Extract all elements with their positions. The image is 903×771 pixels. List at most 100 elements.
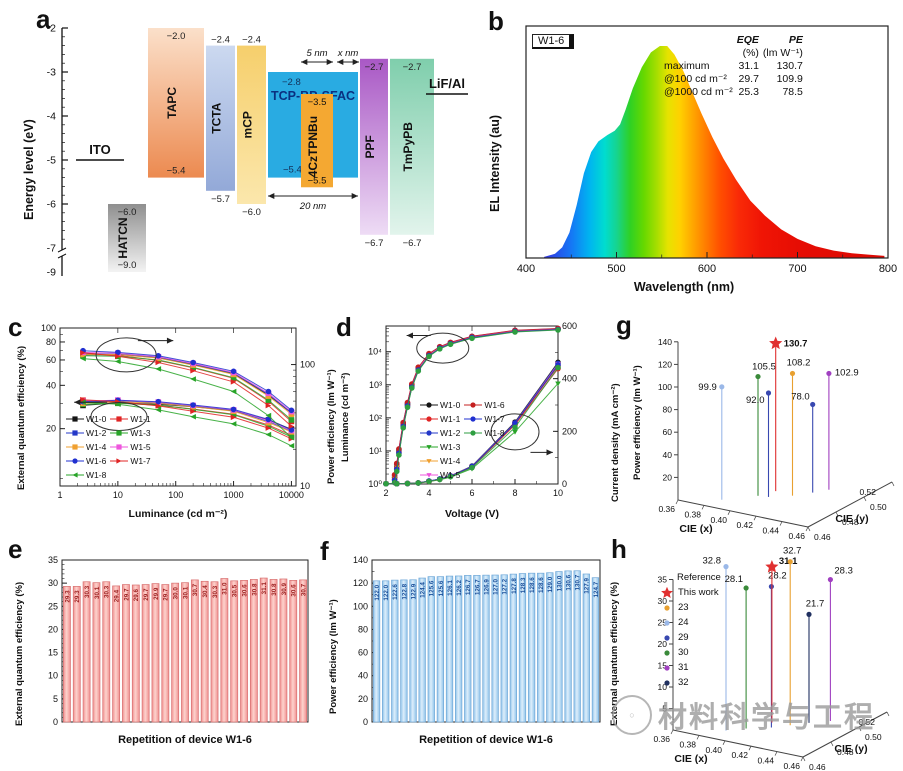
- svg-text:29.4: 29.4: [114, 589, 121, 602]
- bar: [299, 579, 307, 723]
- svg-text:20 nm: 20 nm: [299, 201, 326, 212]
- svg-text:HATCN: HATCN: [116, 217, 130, 258]
- legend-item: W1-0: [66, 412, 106, 426]
- bar: [491, 574, 499, 723]
- legend-item: W1-0: [420, 398, 460, 412]
- svg-text:0.42: 0.42: [731, 750, 748, 760]
- svg-text:1000: 1000: [224, 490, 244, 500]
- legend-item: [464, 468, 504, 482]
- h-reference-legend: Reference This work 23 24 29 30 31 32: [661, 572, 721, 690]
- bar: [279, 578, 288, 723]
- svg-text:122.0: 122.0: [383, 584, 390, 600]
- e-x-axis-label: Repetition of device W1-6: [118, 734, 252, 746]
- svg-text:−2.4: −2.4: [242, 35, 261, 46]
- svg-text:10³: 10³: [369, 380, 382, 390]
- legend-item: W1-4: [420, 454, 460, 468]
- legend-item: W1-6: [464, 398, 505, 412]
- svg-text:80: 80: [46, 337, 56, 347]
- svg-text:29.9: 29.9: [153, 587, 160, 600]
- svg-text:20: 20: [658, 639, 668, 649]
- panel-eqe-repetition-bars: e External quantum efficiency (%) Repeti…: [4, 536, 318, 768]
- svg-text:100: 100: [658, 382, 672, 392]
- bar: [151, 583, 160, 723]
- svg-text:30.6: 30.6: [241, 584, 248, 597]
- bar: [112, 585, 121, 723]
- legend-item: W1-3: [110, 426, 151, 440]
- svg-text:TAPC: TAPC: [165, 87, 179, 119]
- svg-text:−2.7: −2.7: [365, 62, 384, 73]
- bar: [102, 581, 111, 723]
- svg-text:140: 140: [353, 555, 368, 565]
- legend-item: W1-8: [464, 426, 505, 440]
- svg-text:30.8: 30.8: [271, 583, 278, 596]
- bar: [181, 582, 189, 723]
- svg-text:126.7: 126.7: [474, 579, 481, 595]
- svg-text:−2.4: −2.4: [211, 35, 230, 46]
- svg-text:99.9: 99.9: [698, 382, 717, 393]
- svg-text:15: 15: [48, 648, 58, 658]
- svg-text:0.50: 0.50: [865, 732, 882, 742]
- svg-text:10: 10: [48, 671, 58, 681]
- panel-g-label: g: [616, 310, 632, 340]
- bar: [249, 579, 258, 723]
- layer-mCP: mCP −2.4 −6.0: [241, 35, 261, 218]
- svg-text:700: 700: [788, 263, 806, 275]
- svg-text:−5.5: −5.5: [308, 175, 327, 186]
- d-y-left-label: Luminance (cd m⁻²): [340, 372, 351, 462]
- bar: [210, 581, 219, 723]
- svg-text:0.46: 0.46: [809, 762, 826, 771]
- legend-item: [464, 454, 504, 468]
- svg-text:20: 20: [48, 624, 58, 634]
- bar: [171, 582, 180, 723]
- bar: [427, 576, 435, 723]
- svg-text:100: 100: [300, 360, 315, 370]
- svg-text:600: 600: [562, 321, 577, 331]
- table-unit-pe: (lm W⁻¹): [762, 47, 803, 59]
- svg-text:10: 10: [553, 488, 563, 498]
- h-legend-title: Reference: [677, 572, 721, 583]
- svg-text:127.9: 127.9: [584, 578, 591, 594]
- svg-text:20: 20: [663, 472, 673, 482]
- svg-text:30.8: 30.8: [251, 583, 258, 596]
- svg-text:128.3: 128.3: [520, 577, 527, 593]
- svg-text:800: 800: [879, 263, 897, 275]
- svg-text:TmPyPB: TmPyPB: [401, 122, 415, 172]
- svg-text:−6.0: −6.0: [118, 207, 137, 218]
- legend-item: W1-2: [420, 426, 460, 440]
- svg-text:0.50: 0.50: [870, 502, 887, 512]
- svg-text:0.46: 0.46: [783, 761, 800, 771]
- svg-text:40: 40: [358, 671, 368, 681]
- svg-text:29.7: 29.7: [163, 588, 170, 601]
- svg-text:122.0: 122.0: [374, 584, 381, 600]
- svg-text:32.8: 32.8: [703, 556, 722, 567]
- svg-text:0.36: 0.36: [658, 504, 675, 514]
- svg-text:30.4: 30.4: [202, 585, 209, 598]
- svg-text:0.52: 0.52: [859, 487, 876, 497]
- svg-text:CIE (x): CIE (x): [674, 753, 707, 765]
- panel-pe-repetition-bars: f Power efficiency (lm W⁻¹) Repetition o…: [318, 536, 614, 768]
- svg-text:0.46: 0.46: [788, 531, 805, 540]
- layer-TmPyPB: TmPyPB −2.7 −6.7: [401, 62, 421, 249]
- svg-text:120: 120: [658, 359, 672, 369]
- svg-text:30: 30: [658, 596, 668, 606]
- svg-text:30.1: 30.1: [182, 586, 189, 599]
- svg-text:10⁴: 10⁴: [368, 347, 382, 357]
- bar: [455, 575, 463, 723]
- svg-text:30.6: 30.6: [291, 584, 298, 597]
- svg-text:−5.7: −5.7: [211, 194, 230, 205]
- svg-text:30.7: 30.7: [192, 583, 199, 596]
- bar: [473, 575, 481, 723]
- svg-text:28.2: 28.2: [768, 571, 787, 582]
- svg-text:25: 25: [658, 618, 668, 628]
- svg-text:TCTA: TCTA: [210, 102, 224, 133]
- panel-eqe-pe-vs-luminance: c External quantum efficiency (%) Power …: [4, 312, 344, 534]
- d-x-axis-label: Voltage (V): [444, 508, 500, 520]
- svg-text:0.40: 0.40: [705, 745, 722, 755]
- svg-text:-2: -2: [47, 23, 56, 35]
- svg-text:2: 2: [383, 488, 388, 498]
- svg-text:8: 8: [512, 488, 517, 498]
- svg-text:PPF: PPF: [363, 135, 377, 158]
- svg-text:92.0: 92.0: [746, 395, 765, 406]
- svg-text:-4: -4: [47, 111, 56, 123]
